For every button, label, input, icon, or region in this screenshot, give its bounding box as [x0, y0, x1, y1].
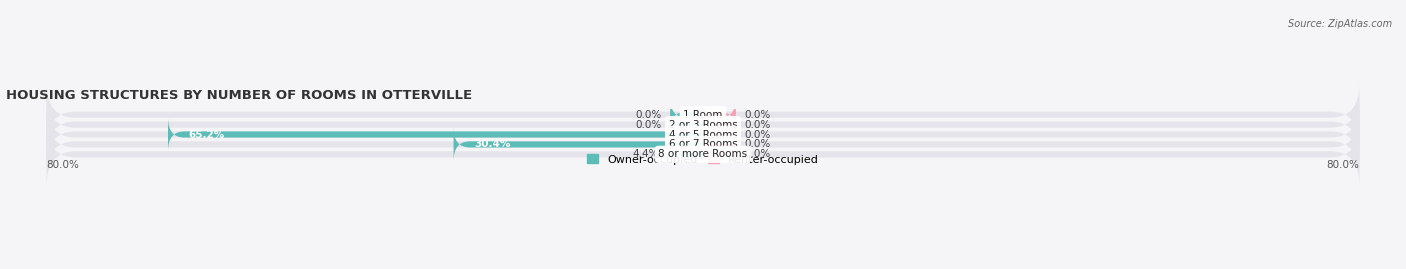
FancyBboxPatch shape [703, 137, 735, 171]
FancyBboxPatch shape [46, 113, 1360, 176]
Text: 8 or more Rooms: 8 or more Rooms [658, 149, 748, 159]
Text: 0.0%: 0.0% [636, 120, 662, 130]
Text: 30.4%: 30.4% [474, 139, 510, 149]
FancyBboxPatch shape [454, 128, 703, 161]
Text: 80.0%: 80.0% [1326, 160, 1360, 170]
FancyBboxPatch shape [46, 93, 1360, 156]
Legend: Owner-occupied, Renter-occupied: Owner-occupied, Renter-occupied [582, 150, 824, 169]
Text: HOUSING STRUCTURES BY NUMBER OF ROOMS IN OTTERVILLE: HOUSING STRUCTURES BY NUMBER OF ROOMS IN… [6, 89, 471, 102]
Text: 65.2%: 65.2% [188, 129, 225, 140]
Text: 4.4%: 4.4% [633, 149, 658, 159]
Text: 80.0%: 80.0% [46, 160, 80, 170]
FancyBboxPatch shape [46, 103, 1360, 166]
FancyBboxPatch shape [703, 108, 735, 141]
Text: 0.0%: 0.0% [744, 110, 770, 120]
FancyBboxPatch shape [703, 98, 735, 132]
Text: 0.0%: 0.0% [744, 129, 770, 140]
Text: 0.0%: 0.0% [636, 110, 662, 120]
Text: 6 or 7 Rooms: 6 or 7 Rooms [669, 139, 737, 149]
Text: Source: ZipAtlas.com: Source: ZipAtlas.com [1288, 19, 1392, 29]
FancyBboxPatch shape [703, 128, 735, 161]
Text: 0.0%: 0.0% [744, 139, 770, 149]
FancyBboxPatch shape [169, 118, 703, 151]
FancyBboxPatch shape [671, 98, 703, 132]
FancyBboxPatch shape [666, 137, 703, 171]
Text: 4 or 5 Rooms: 4 or 5 Rooms [669, 129, 737, 140]
FancyBboxPatch shape [671, 108, 703, 141]
Text: 0.0%: 0.0% [744, 120, 770, 130]
FancyBboxPatch shape [703, 118, 735, 151]
Text: 2 or 3 Rooms: 2 or 3 Rooms [669, 120, 737, 130]
FancyBboxPatch shape [46, 83, 1360, 146]
Text: 0.0%: 0.0% [744, 149, 770, 159]
Text: 1 Room: 1 Room [683, 110, 723, 120]
FancyBboxPatch shape [46, 123, 1360, 186]
